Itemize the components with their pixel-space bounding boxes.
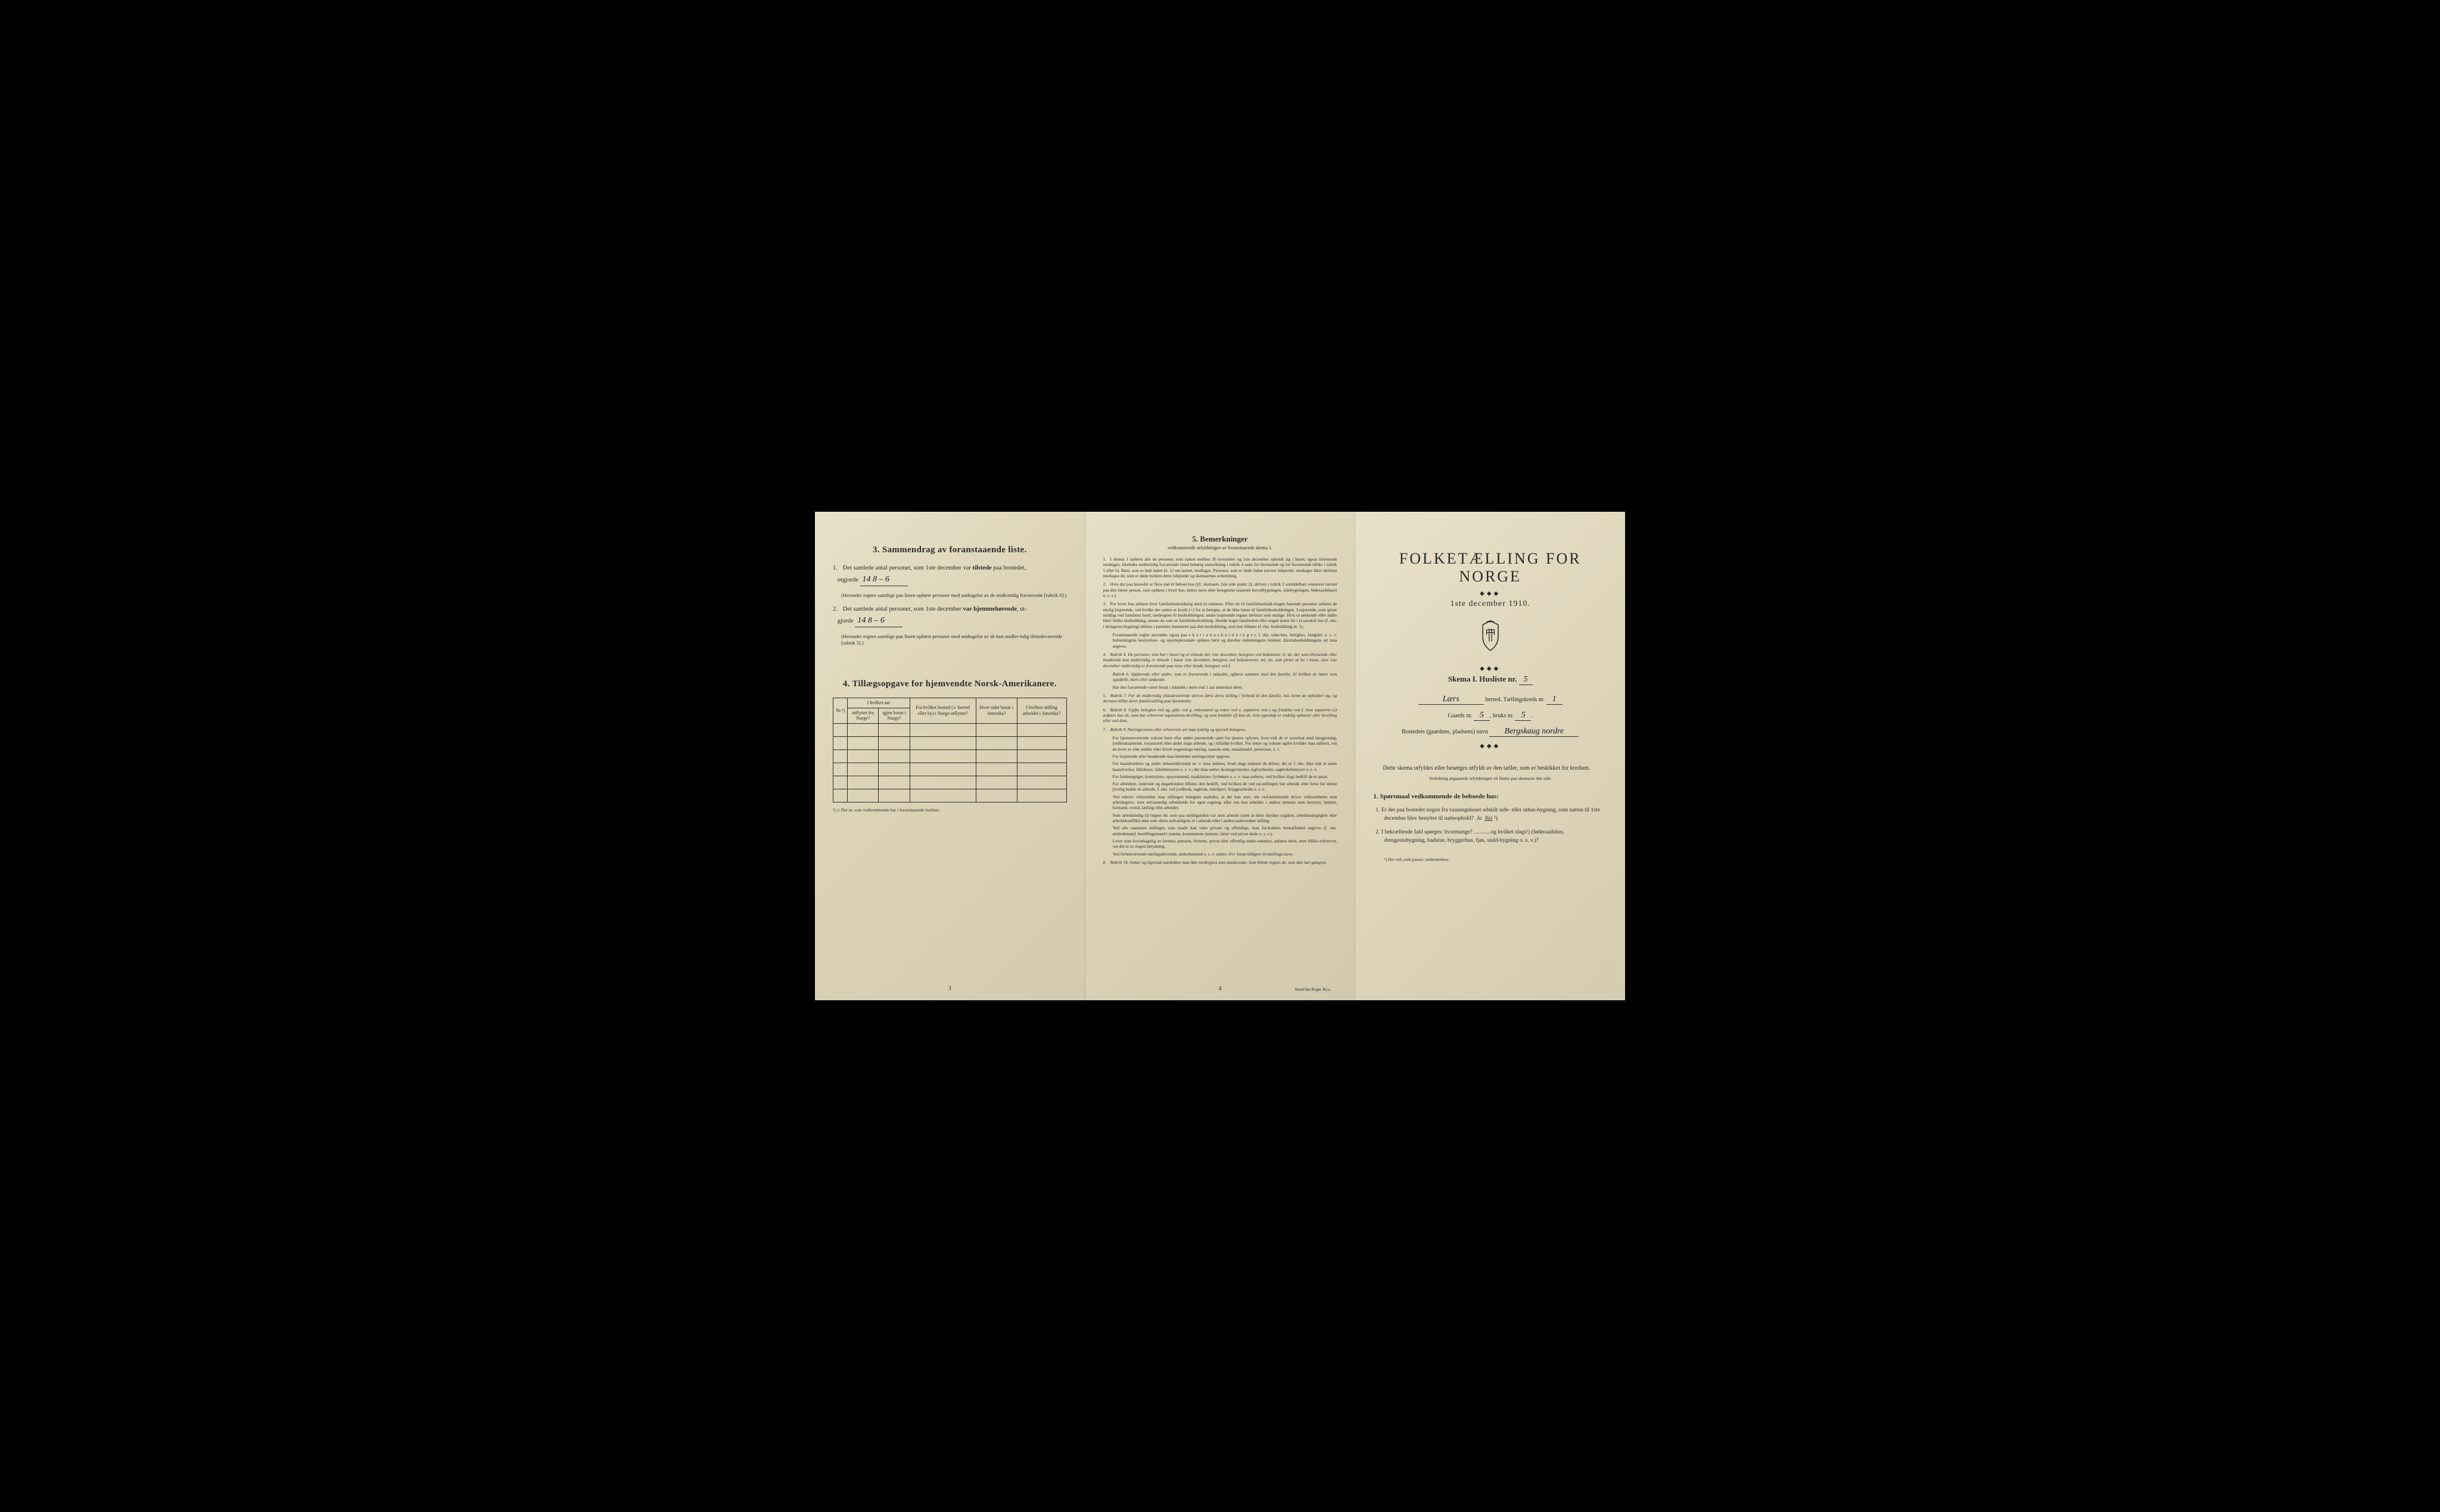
remark-5: 5.Rubrik 7. For de midlertidig tilstedev… <box>1103 693 1337 704</box>
th-from: Fra hvilket bosted (ɔ: herred eller by) … <box>910 698 976 723</box>
remark-7c: For haandverkere og andre industridriven… <box>1113 761 1337 772</box>
schema-line: Skema I. Husliste nr. 5 <box>1373 674 1607 685</box>
page-left: 3. Sammendrag av foranstaaende liste. 1.… <box>815 512 1085 1000</box>
item2-value: 14 8 – 6 <box>855 614 902 627</box>
page-middle: 5. Bemerkninger vedkommende utfyldningen… <box>1085 512 1356 1000</box>
remark-7i: Lever man hovedsagelig av formue, pensio… <box>1113 838 1337 850</box>
remark-3b: Foranstaaende regler anvendes ogsaa paa … <box>1113 632 1337 649</box>
remark-2: 2.Hvis der paa bostedet er flere end ét … <box>1103 581 1337 598</box>
remark-8: 8.Rubrik 14. Sinker og lignende aandsløv… <box>1103 860 1337 865</box>
herred-value: Lærs <box>1418 695 1484 705</box>
footnote1: ¹) ɔ: Det nr. som vedkommende har i fora… <box>833 807 1067 813</box>
page-right: FOLKETÆLLING FOR NORGE ◆◆◆ 1ste december… <box>1355 512 1625 1000</box>
remark-4: 4.Rubrik 4. De personer, som bor i huset… <box>1103 652 1337 668</box>
item1: 1. Det samlede antal personer, som 1ste … <box>833 564 1067 586</box>
remark-3: 3.For hvert hus anføres hver familiehush… <box>1103 601 1337 629</box>
ornament-icon: ◆◆◆ <box>1373 590 1607 597</box>
remark-7g: Som arbeidsledig (l) regnes de, som paa … <box>1113 813 1337 824</box>
remark-7b: For losjerende eller besøkende maa likel… <box>1113 754 1337 759</box>
census-date: 1ste december 1910. <box>1373 599 1607 609</box>
bosted-value: Bergskaug nordre <box>1489 727 1579 737</box>
table-row <box>833 749 1067 763</box>
gaards-line: Gaards nr. 5, bruks nr. 5. <box>1373 711 1607 721</box>
supplement-table: Nr.¹) I hvilket aar Fra hvilket bosted (… <box>833 698 1067 802</box>
ornament3-icon: ◆◆◆ <box>1373 743 1607 749</box>
table-row <box>833 776 1067 789</box>
table-row <box>833 723 1067 736</box>
question-2: 2. I bekræftende fald spørges: hvormange… <box>1384 828 1607 845</box>
th-pos: I hvilken stilling arbeidet i Amerika? <box>1017 698 1066 723</box>
ornament2-icon: ◆◆◆ <box>1373 665 1607 672</box>
printer-mark: Steen'ske Bogtr. Kr.a. <box>1295 987 1331 992</box>
remark-7h: Ved alle saadanne stillinger, som baade … <box>1113 825 1337 836</box>
th-out: utflyttet fra Norge? <box>848 708 879 723</box>
remarks-sub: vedkommende utfyldningen av foranstaaend… <box>1103 545 1337 550</box>
table-row <box>833 736 1067 749</box>
page-number-4: 4 <box>1219 985 1222 992</box>
table-row <box>833 763 1067 776</box>
remark-4c: Har den fraværende været bosat i utlande… <box>1113 685 1337 690</box>
kreds-value: 1 <box>1546 695 1563 705</box>
herred-line: Lærs herred. Tællingskreds nr. 1 <box>1373 695 1607 705</box>
remark-7d: For fuldmægtiger, kontorister, opsynsmæn… <box>1113 774 1337 779</box>
th-back: igjen bosat i Norge? <box>879 708 910 723</box>
gaards-value: 5 <box>1474 711 1490 721</box>
table-row <box>833 789 1067 802</box>
remark-6: 6.Rubrik 8. Ugifte betegnes ved ug, gift… <box>1103 707 1337 724</box>
bruks-value: 5 <box>1515 711 1531 721</box>
page-number-3: 3 <box>948 985 951 992</box>
th-nr: Nr.¹) <box>833 698 848 723</box>
remark-7: 7.Rubrik 9. Næringsveiens eller erhverve… <box>1103 727 1337 732</box>
main-title: FOLKETÆLLING FOR NORGE <box>1373 550 1607 586</box>
section3-title: 3. Sammendrag av foranstaaende liste. <box>833 545 1067 555</box>
section4-title: 4. Tillægsopgave for hjemvendte Norsk-Am… <box>833 679 1067 689</box>
item2-fine: (Herunder regnes samtlige paa listen opf… <box>841 633 1067 647</box>
remarks-title: 5. Bemerkninger <box>1103 534 1337 544</box>
remark-1: 1.I skema 1 anføres alle de personer, so… <box>1103 556 1337 578</box>
remark-7j: Ved forhenværende næringsdrivende, embed… <box>1113 851 1337 857</box>
item1-value: 14 8 – 6 <box>860 573 908 586</box>
q1-answer-nei: Nei <box>1484 816 1492 822</box>
remark-7f: Ved enhver virksomhet maa stillingen bet… <box>1113 794 1337 811</box>
question-section-title: 1. Spørsmaal vedkommende de beboede hus: <box>1373 793 1607 800</box>
question-1: 1. Er der paa bostedet nogen fra vaaning… <box>1384 806 1607 823</box>
document-spread: 3. Sammendrag av foranstaaende liste. 1.… <box>815 512 1625 1000</box>
th-where: Hvor sidst bosat i Amerika? <box>976 698 1017 723</box>
item2: 2. Det samlede antal personer, som 1ste … <box>833 605 1067 627</box>
footnote3: ²) Det ord, som passer, understrekes. <box>1384 857 1607 862</box>
bosted-line: Bostedets (gaardens, pladsens) navn Berg… <box>1373 727 1607 737</box>
remark-7a: For hjemmeværende voksne barn eller andr… <box>1113 735 1337 752</box>
th-year: I hvilket aar <box>848 698 910 708</box>
remark-4b: Rubrik 6. Sjøfarende eller andre, som er… <box>1113 671 1337 683</box>
coat-of-arms-icon <box>1373 620 1607 655</box>
husliste-nr: 5 <box>1519 675 1533 685</box>
instruction-sub: Veiledning angaaende utfyldningen vil fi… <box>1373 776 1607 781</box>
item1-fine: (Herunder regnes samtlige paa listen opf… <box>841 592 1067 599</box>
instruction-main: Dette skema utfyldes eller besørges utfy… <box>1373 764 1607 773</box>
remark-7e: For arbeidere, inderster og dagarbeidere… <box>1113 781 1337 792</box>
